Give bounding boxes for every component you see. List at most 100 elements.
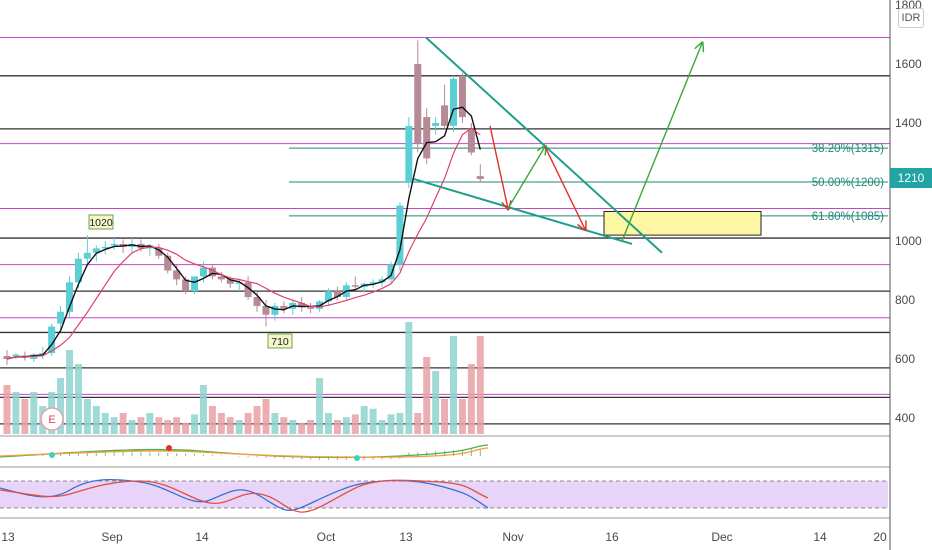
time-tick-label: 16 (605, 530, 619, 544)
volume-bar (324, 413, 332, 434)
volume-bar (342, 417, 350, 434)
signal-line (0, 447, 489, 458)
target-zone-box[interactable] (603, 211, 762, 236)
volume-bar (101, 413, 109, 434)
candle-body (280, 305, 288, 309)
low-price-label-box (267, 333, 293, 349)
price-tick-label: 1000 (895, 234, 922, 248)
wedge-lower-line (413, 178, 633, 245)
volume-bar (262, 399, 270, 434)
fib-level-label: 50.00%(1200) (812, 177, 884, 189)
volume-bar (110, 417, 118, 434)
volume-bar (235, 420, 243, 434)
candle-body (262, 305, 270, 315)
candle-body (467, 128, 475, 153)
cross-dot (166, 445, 172, 451)
volume-bar (298, 422, 306, 434)
time-tick-label: 13 (399, 530, 413, 544)
candle-body (458, 75, 466, 118)
candle-body (333, 291, 341, 298)
moving-averages (6, 106, 481, 360)
volume-bar (244, 413, 252, 434)
volume-bar (57, 378, 65, 434)
candle-body (101, 246, 109, 249)
volume-bar (476, 336, 484, 434)
volume-bar (199, 385, 207, 434)
volume-bar (316, 378, 324, 434)
candle-body (155, 248, 163, 256)
volume-bar (369, 408, 377, 434)
time-tick-label: 14 (195, 530, 209, 544)
down-arrow (489, 125, 508, 209)
candle-body (378, 279, 386, 283)
candle-body (387, 264, 395, 280)
candle-body (271, 305, 279, 315)
volume-bar (289, 420, 297, 434)
price-axis[interactable] (890, 0, 932, 550)
volume-bar (450, 336, 457, 434)
volume-bar (253, 406, 261, 434)
time-axis-ticks: 13 Sep 14 Oct 13 Nov 16 Dec 14 20 (1, 530, 887, 544)
candle-body (12, 354, 20, 357)
down-arrow (544, 146, 585, 230)
earnings-marker (40, 407, 64, 431)
volume-bar (173, 417, 181, 434)
stoch-d-line (0, 479, 489, 513)
volume-bar (432, 371, 440, 434)
volume-bar (307, 420, 315, 434)
price-tick-label: 400 (895, 411, 915, 425)
time-tick-label: 13 (1, 530, 15, 544)
volume-bar (191, 414, 199, 434)
candle-body (92, 248, 100, 253)
price-tick-label: 600 (895, 352, 915, 366)
candle-body (450, 78, 457, 126)
volume-bar (441, 399, 449, 434)
volume-bar (387, 414, 395, 434)
candle-body (182, 279, 190, 292)
time-tick-label: 20 (873, 530, 887, 544)
candle-body (351, 285, 359, 287)
time-tick-label: Dec (711, 530, 732, 544)
candle-body (441, 105, 449, 126)
up-arrow (507, 147, 545, 209)
cross-dot (354, 455, 360, 461)
last-price-badge: 1210 (890, 168, 932, 188)
volume-bar (137, 417, 145, 434)
candle-body (476, 176, 484, 180)
candle-body (74, 258, 82, 283)
target-arrow (621, 43, 702, 242)
time-tick-label: Nov (502, 530, 523, 544)
volume-bar (12, 392, 20, 434)
candle-body (208, 267, 216, 277)
cross-dot (49, 452, 55, 458)
candle-body (244, 282, 252, 298)
volume-bar (414, 413, 422, 434)
volume-bar (217, 413, 225, 434)
volume-bar (467, 364, 475, 434)
volume-bar (396, 413, 404, 434)
currency-badge[interactable]: IDR (898, 8, 924, 28)
candle-body (414, 64, 422, 144)
volume-bar (378, 420, 386, 434)
volume-bar (3, 385, 11, 434)
drawings[interactable] (413, 36, 702, 254)
volume-bar (128, 420, 136, 434)
fibonacci-retracement[interactable]: 38.20%(1315) 50.00%(1200) 61.80%(1085) (289, 143, 888, 223)
price-annotations: 1020 710 E (40, 214, 293, 431)
volume-bar (164, 420, 172, 434)
price-tick-label: 1600 (895, 57, 922, 71)
candle-body (3, 356, 11, 359)
candle-body (253, 297, 261, 306)
volume-bar (155, 417, 163, 434)
earnings-marker-label: E (48, 414, 55, 426)
candle-body (307, 307, 315, 309)
volume-bar (351, 414, 359, 434)
candle-body (173, 270, 181, 280)
time-tick-label: 14 (813, 530, 827, 544)
volume-bar (271, 413, 279, 434)
high-price-label: 1020 (89, 217, 113, 229)
volume-bars (3, 322, 484, 434)
volume-bar (208, 406, 216, 434)
volume-bar (423, 357, 431, 434)
